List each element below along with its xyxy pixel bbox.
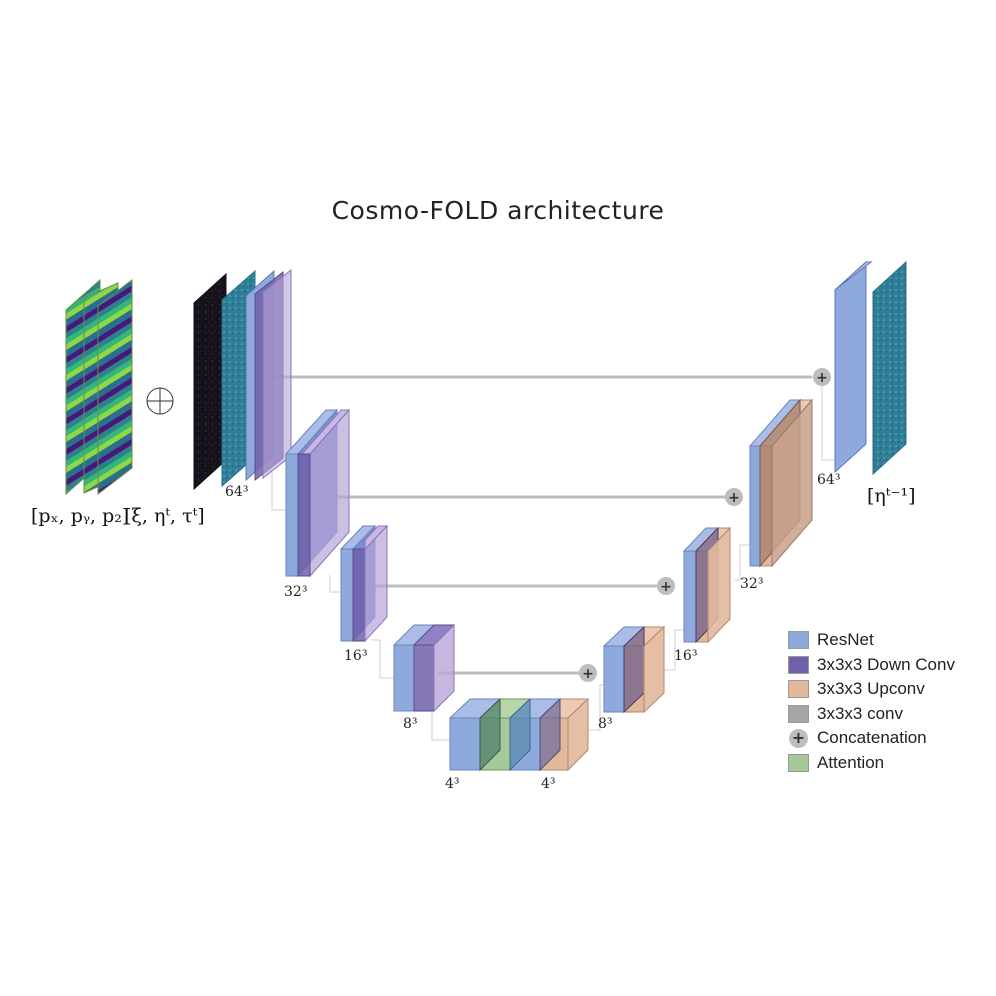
diagram-title: Cosmo-FOLD architecture: [331, 196, 665, 225]
output-label: [ηᵗ⁻¹]: [867, 485, 916, 507]
legend-label: 3x3x3 Upconv: [817, 679, 925, 699]
resolution-label-dec8: 8³: [598, 716, 613, 732]
concat-icon-16: +: [657, 577, 675, 595]
output-plane: [872, 260, 907, 476]
concat-icon-32: +: [725, 488, 743, 506]
direct-sum-icon: [146, 387, 174, 415]
legend-swatch-resnet: [788, 631, 809, 650]
legend-label: Concatenation: [817, 728, 927, 748]
legend-swatch-conv: [788, 704, 809, 723]
connector-lines: [271, 470, 750, 741]
svg-text:+: +: [582, 666, 594, 682]
resolution-label-dec64: 64³: [817, 472, 841, 488]
legend-item-attention: Attention: [788, 751, 955, 776]
legend-item-resnet: ResNet: [788, 628, 955, 653]
resolution-label-bottleneck-right: 4³: [541, 776, 556, 792]
resolution-label-bottleneck-left: 4³: [445, 776, 460, 792]
encoder-block-16: [339, 524, 389, 643]
concat-icon-64: +: [813, 368, 831, 386]
svg-text:+: +: [816, 370, 828, 386]
legend-label: Attention: [817, 752, 885, 772]
encoder-block-8: [392, 623, 456, 713]
legend-item-concatenation: + Concatenation: [788, 726, 955, 751]
encoder-block-32: [284, 408, 351, 578]
decoder-block-32: [748, 398, 814, 568]
legend-swatch-downconv: [788, 655, 809, 674]
legend-swatch-attention: [788, 753, 809, 772]
plus-circle-icon: +: [789, 728, 808, 748]
svg-text:+: +: [660, 579, 672, 595]
input-variables-label: [ξ, ηᵗ, τᵗ]: [124, 505, 205, 527]
decoder-block-64: [834, 260, 873, 474]
input-position-planes: [65, 278, 133, 496]
svg-text:+: +: [728, 490, 740, 506]
legend-label: 3x3x3 Down Conv: [817, 654, 955, 674]
legend-label: 3x3x3 conv: [817, 703, 903, 723]
legend-item-conv: 3x3x3 conv: [788, 702, 955, 727]
legend-item-downconv: 3x3x3 Down Conv: [788, 653, 955, 678]
bottleneck-block: [448, 697, 590, 772]
resolution-label-enc32: 32³: [284, 584, 308, 600]
resolution-label-dec16: 16³: [674, 648, 698, 664]
resolution-label-enc64: 64³: [225, 484, 249, 500]
resolution-label-enc16: 16³: [344, 648, 368, 664]
input-position-label: [pₓ, pᵧ, p₂]: [31, 505, 130, 527]
legend-swatch-upconv: [788, 680, 809, 699]
legend-label: ResNet: [817, 630, 874, 650]
decoder-block-8: [602, 625, 666, 714]
resolution-label-enc8: 8³: [403, 716, 418, 732]
legend-item-upconv: 3x3x3 Upconv: [788, 677, 955, 702]
legend: ResNet 3x3x3 Down Conv 3x3x3 Upconv 3x3x…: [788, 628, 955, 775]
resolution-label-dec32: 32³: [740, 576, 764, 592]
encoder-block-64: [245, 268, 292, 482]
concat-icon-8: +: [579, 664, 597, 682]
decoder-block-16: [682, 526, 732, 644]
